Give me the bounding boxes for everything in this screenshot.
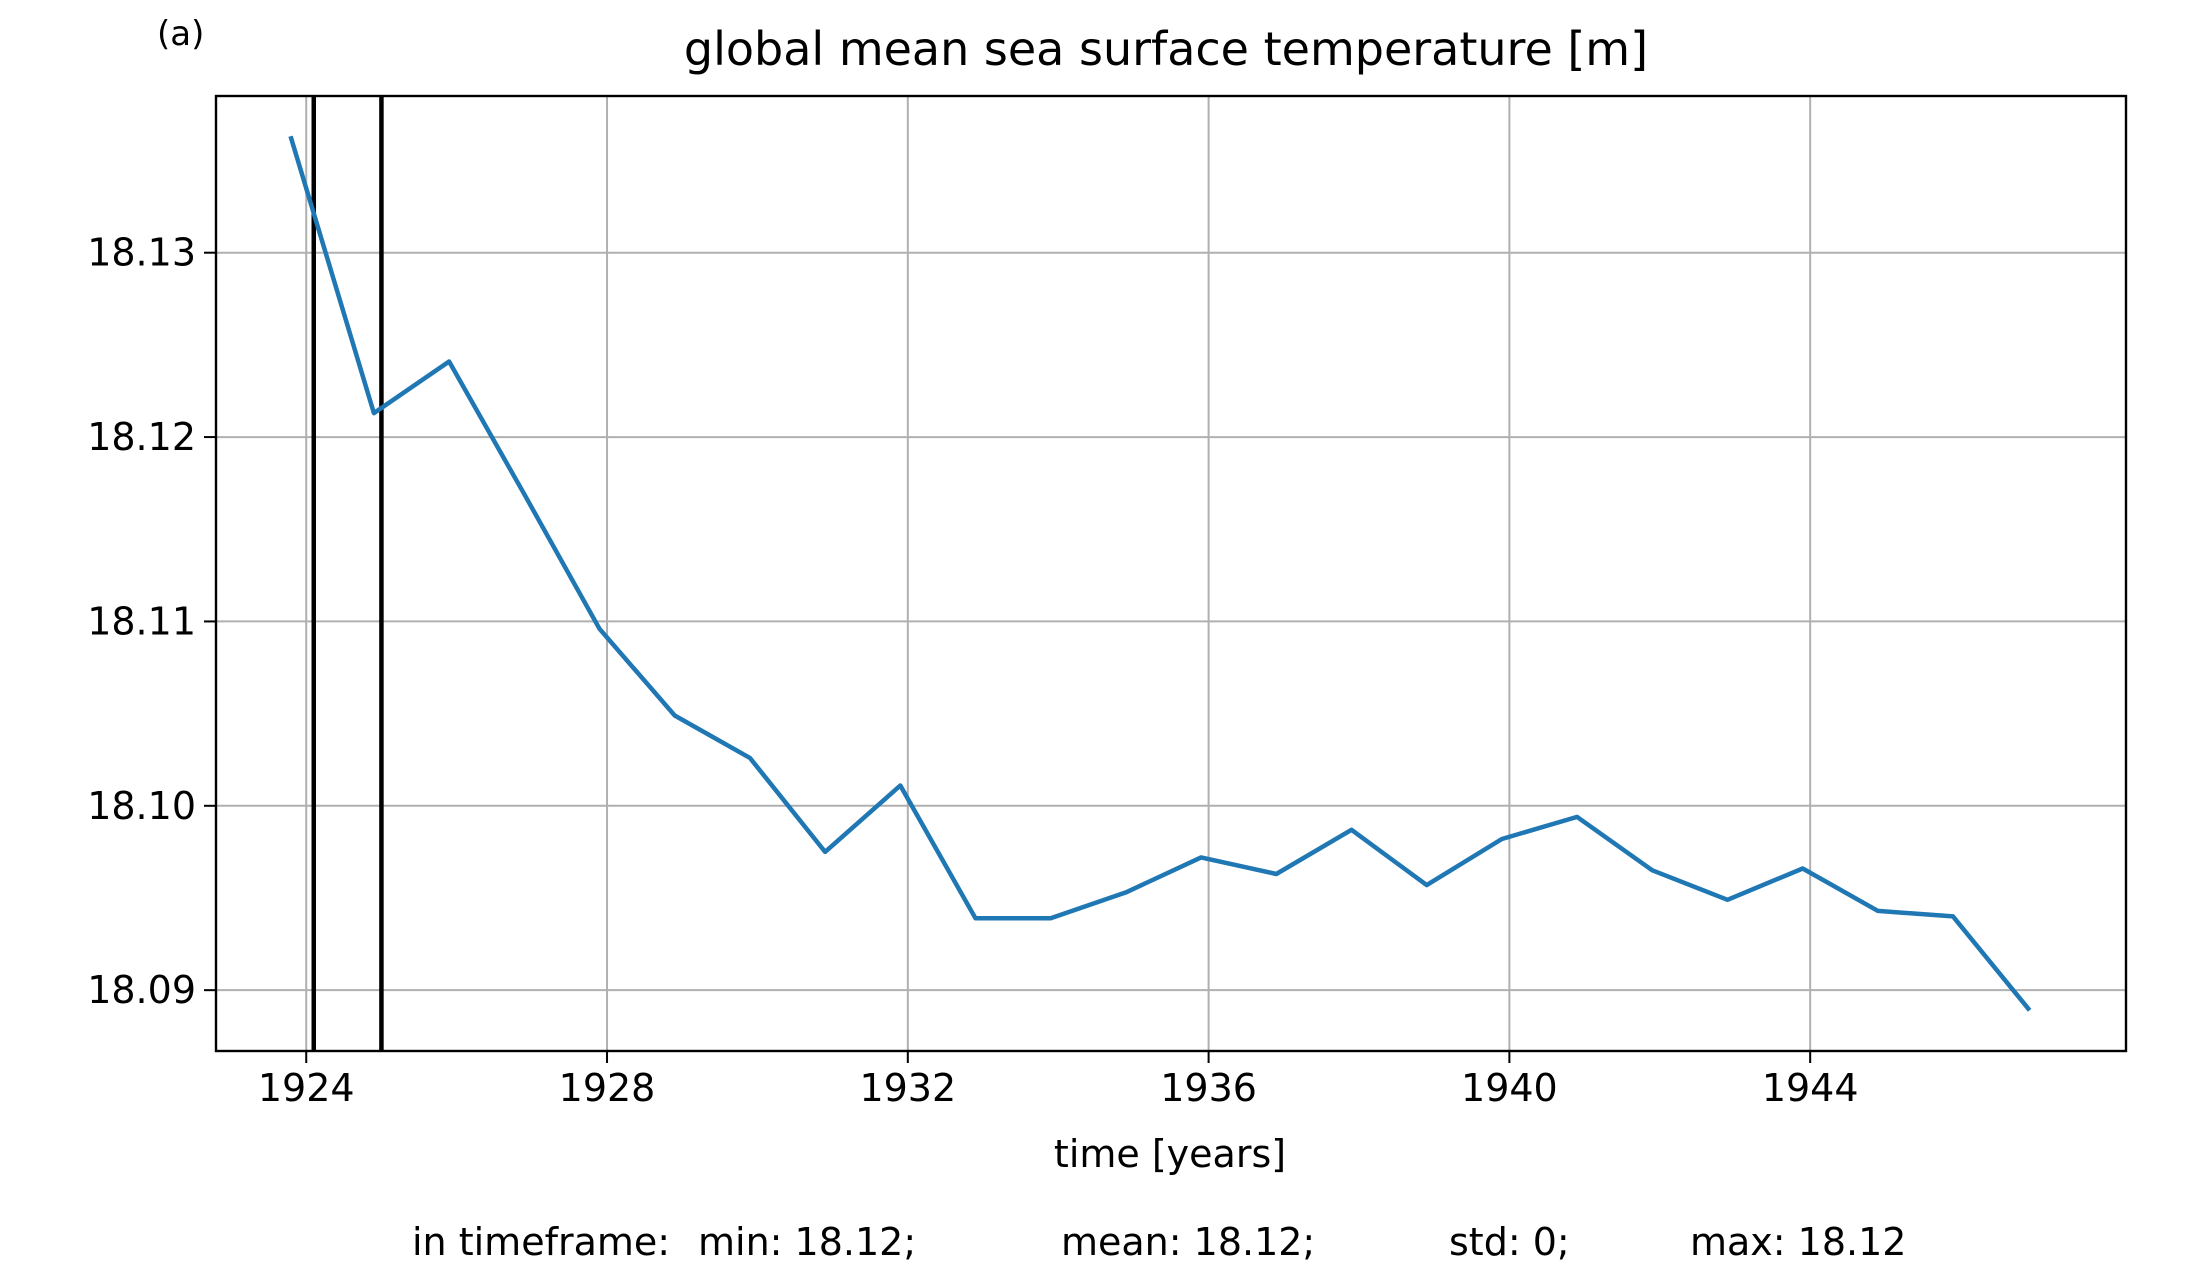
x-tick-label-4: 1940 [1461, 1066, 1558, 1110]
y-tick-label-4: 18.13 [87, 231, 196, 275]
stats-line: in timeframe: min: 18.12; mean: 18.12; s… [412, 1220, 1906, 1263]
chart-title: global mean sea surface temperature [m] [684, 22, 1648, 76]
grid-layer [216, 96, 2126, 1051]
stats-min: min: 18.12; [698, 1220, 916, 1263]
x-axis-label: time [years] [1054, 1132, 1286, 1176]
y-tick-label-3: 18.12 [87, 415, 196, 459]
stats-prefix: in timeframe: [412, 1220, 670, 1263]
stats-std: std: 0; [1449, 1220, 1570, 1263]
tick-layer: 1924 1928 1932 1936 1940 1944 18.09 18.10 18.11 1… [87, 231, 1858, 1110]
y-tick-label-1: 18.10 [87, 784, 196, 828]
x-tick-label-0: 1924 [258, 1066, 355, 1110]
stats-max: max: 18.12 [1690, 1220, 1906, 1263]
y-tick-label-2: 18.11 [87, 599, 196, 643]
plot-frame [216, 96, 2126, 1051]
panel-label: (a) [157, 14, 204, 54]
stats-mean: mean: 18.12; [1061, 1220, 1315, 1263]
x-tick-label-3: 1936 [1160, 1066, 1257, 1110]
x-tick-label-2: 1932 [859, 1066, 956, 1110]
x-tick-label-5: 1944 [1762, 1066, 1859, 1110]
x-tick-label-1: 1928 [559, 1066, 656, 1110]
series-layer [291, 138, 2028, 1008]
y-tick-label-0: 18.09 [87, 968, 196, 1012]
series-line-0 [291, 138, 2028, 1008]
